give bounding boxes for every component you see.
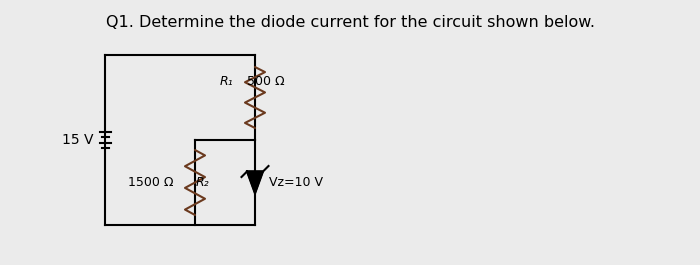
Text: R₁: R₁ bbox=[219, 75, 233, 88]
Text: Vz=10 V: Vz=10 V bbox=[269, 176, 323, 189]
Polygon shape bbox=[247, 171, 263, 193]
Text: 15 V: 15 V bbox=[62, 133, 93, 147]
Text: 1500 Ω: 1500 Ω bbox=[127, 176, 173, 189]
Text: 500 Ω: 500 Ω bbox=[247, 75, 285, 88]
Text: Q1. Determine the diode current for the circuit shown below.: Q1. Determine the diode current for the … bbox=[106, 15, 594, 30]
Text: R₂: R₂ bbox=[196, 176, 209, 189]
